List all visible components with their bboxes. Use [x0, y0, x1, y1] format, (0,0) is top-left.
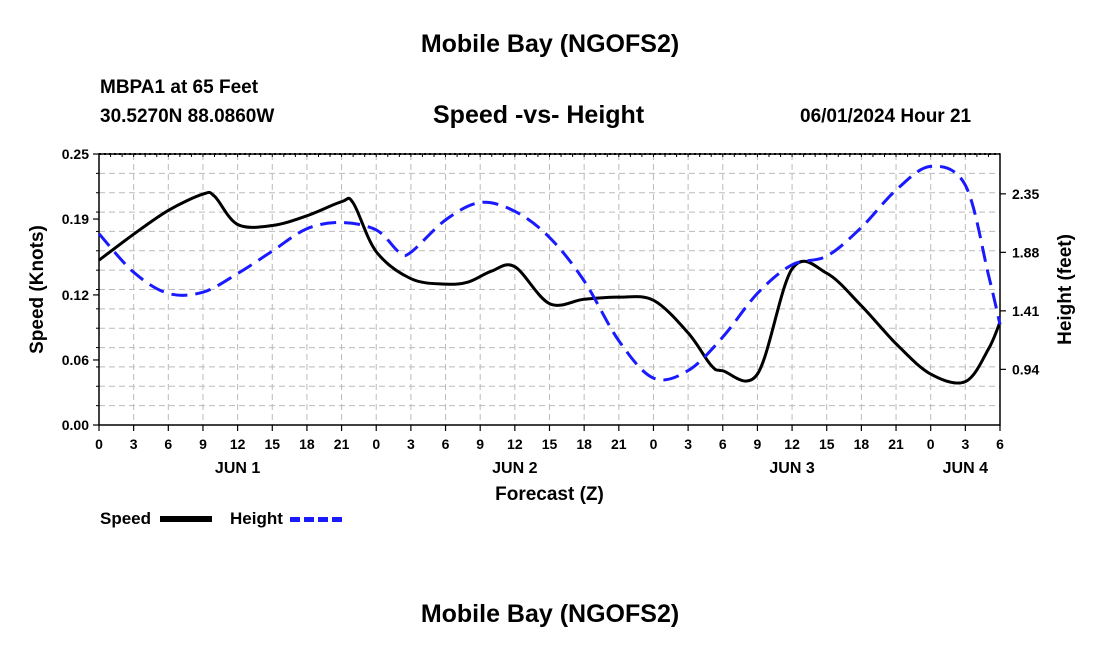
y2-tick-label: 0.94: [1012, 361, 1039, 377]
y-tick-label: 0.19: [62, 211, 89, 227]
x-tick-label: 18: [854, 436, 870, 452]
x-tick-label: 15: [542, 436, 558, 452]
footer-title: Mobile Bay (NGOFS2): [0, 600, 1100, 629]
legend-height-swatch: [290, 517, 342, 522]
x-tick-label: 0: [927, 436, 935, 452]
x-tick-label: 21: [611, 436, 627, 452]
x-tick-label: 15: [819, 436, 835, 452]
y2-tick-label: 1.41: [1012, 303, 1039, 319]
x-tick-label: 12: [230, 436, 246, 452]
x-tick-label: 0: [650, 436, 658, 452]
x-tick-label: 6: [996, 436, 1004, 452]
x-day-label: JUN 3: [769, 460, 814, 477]
x-tick-label: 3: [684, 436, 692, 452]
y-tick-label: 0.12: [62, 287, 89, 303]
legend-height-label: Height: [230, 509, 283, 529]
x-tick-label: 6: [719, 436, 727, 452]
legend-speed-swatch: [160, 516, 212, 522]
x-day-label: JUN 2: [492, 460, 537, 477]
x-tick-label: 18: [299, 436, 315, 452]
y-tick-label: 0.06: [62, 352, 89, 368]
x-day-label: JUN 4: [943, 460, 988, 477]
x-tick-label: 12: [507, 436, 523, 452]
x-axis-label: Forecast (Z): [495, 484, 604, 505]
x-tick-label: 9: [476, 436, 484, 452]
x-tick-label: 3: [961, 436, 969, 452]
legend-speed-label: Speed: [100, 509, 151, 529]
y2-tick-label: 1.88: [1012, 244, 1039, 260]
x-tick-label: 6: [442, 436, 450, 452]
y2-tick-label: 2.35: [1012, 186, 1039, 202]
x-tick-label: 9: [754, 436, 762, 452]
x-tick-label: 12: [784, 436, 800, 452]
x-tick-label: 9: [199, 436, 207, 452]
y-axis-label: Speed (Knots): [27, 225, 48, 354]
x-tick-label: 21: [888, 436, 904, 452]
x-tick-label: 15: [264, 436, 280, 452]
x-tick-label: 0: [372, 436, 380, 452]
chart-plot: 0 3 6 9 12 15 18 21 0 3 6 9 12 15 18 21 0 3 6 9 12 15 18 21 0 3 6 0…: [0, 0, 1100, 650]
x-tick-label: 18: [576, 436, 592, 452]
x-tick-label: 0: [95, 436, 103, 452]
x-tick-label: 6: [164, 436, 172, 452]
y2-axis-label: Height (feet): [1055, 234, 1076, 345]
x-day-label: JUN 1: [215, 460, 260, 477]
x-tick-label: 3: [130, 436, 138, 452]
y-tick-label: 0.00: [62, 417, 89, 433]
x-tick-label: 21: [334, 436, 350, 452]
y-tick-label: 0.25: [62, 146, 89, 162]
x-tick-label: 3: [407, 436, 415, 452]
